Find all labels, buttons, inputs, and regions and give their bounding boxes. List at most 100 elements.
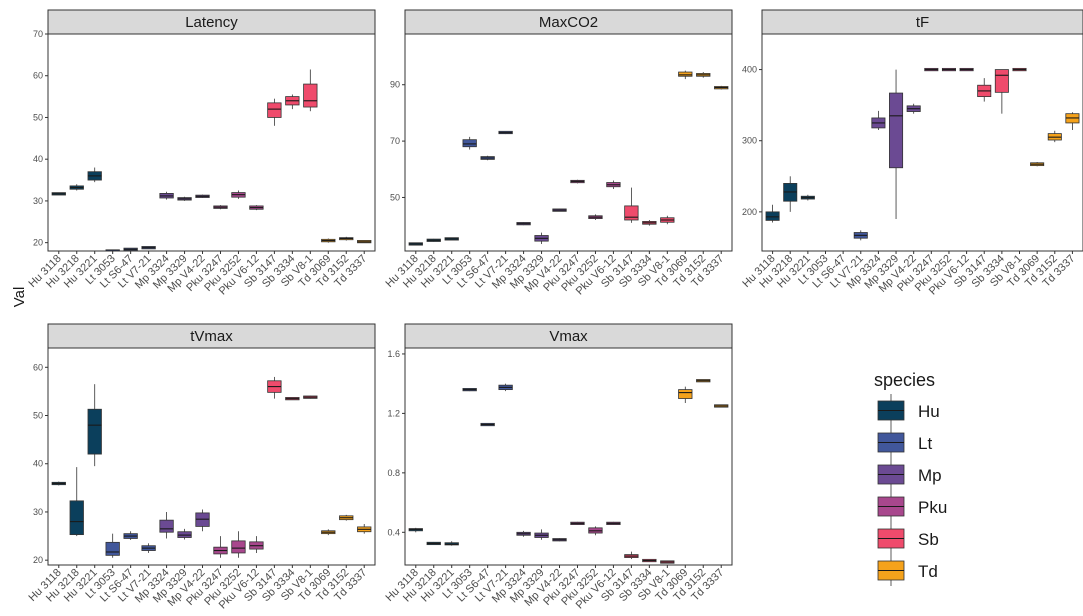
y-tick-label: 1.6 [387,349,400,359]
box-mp-v4-22 [195,509,210,532]
box-mp-3329 [177,196,192,201]
box-sb-3334 [994,69,1009,114]
box-td-3337 [1065,112,1080,131]
box-td-3069 [1030,162,1045,167]
box-pku-v6-12 [959,67,974,72]
facet-strip [404,9,733,35]
box-hu-3221 [87,384,102,467]
box-sb-v8-1 [1012,67,1027,72]
panel-plot-area [408,70,729,246]
box-sb-3147 [267,376,282,399]
box-mp-3329 [534,529,549,540]
box-hu-3118 [51,481,66,486]
y-tick-label: 1.2 [387,408,400,418]
box-lt-s6-47 [480,155,495,161]
box-pku-3252 [588,526,603,536]
box-iqr [678,71,693,77]
box-mp-v4-22 [906,103,921,114]
box-td-3337 [357,524,372,534]
box-iqr [889,92,904,169]
box-pku-3252 [231,531,246,558]
box-hu-3118 [51,192,66,196]
box-hu-3218 [426,541,441,546]
legend-label: Sb [918,530,939,549]
y-tick-label: 30 [33,196,43,206]
box-pku-3247 [924,67,939,72]
box-pku-3252 [231,190,246,199]
box-sb-3147 [624,187,639,223]
facet-strip [47,9,376,35]
legend-label: Td [918,562,938,581]
box-mp-3324 [159,191,174,200]
y-tick-label: 50 [390,192,400,202]
facet-title: tVmax [190,328,233,345]
box-pku-3247 [570,179,585,184]
legend-entry-pku: Pku [877,490,947,522]
box-hu-3118 [408,527,423,533]
box-sb-3147 [267,98,282,126]
box-lt-s6-47 [123,531,138,540]
y-tick-label: 30 [33,507,43,517]
box-lt-3053 [462,136,477,150]
box-lt-v7-21 [498,130,513,135]
box-lt-3053 [105,533,120,558]
box-pku-3252 [588,214,603,220]
facet-strip [761,9,1083,35]
box-td-3069 [678,386,693,403]
box-td-3152 [696,72,711,78]
box-pku-v6-12 [606,180,621,189]
panel-border [47,33,376,252]
legend-entry-hu: Hu [877,394,940,426]
y-tick-label: 0.4 [387,527,400,537]
y-tick-label: 70 [33,29,43,39]
box-lt-v7-21 [141,543,156,553]
facet-strip [47,323,376,349]
box-iqr [105,249,120,251]
box-td-3069 [321,238,336,243]
box-lt-s6-47 [123,247,138,251]
facet-title: Vmax [549,328,588,345]
box-sb-3147 [624,551,639,560]
y-tick-label: 400 [742,65,757,75]
box-td-3069 [321,529,336,536]
box-mp-3324 [516,222,531,226]
facet-title: tF [916,14,929,31]
box-hu-3218 [69,467,84,537]
box-mp-3324 [516,530,531,537]
box-pku-v6-12 [249,536,264,553]
facet-strip [404,323,733,349]
box-sb-3334 [285,397,300,401]
box-td-3152 [1047,130,1062,143]
y-tick-label: 20 [33,238,43,248]
box-sb-v8-1 [303,395,318,399]
box-iqr [624,205,639,221]
legend-entry-lt: Lt [877,426,932,458]
box-pku-3247 [213,205,228,210]
legend-title: species [874,370,935,390]
box-mp-3324 [871,110,886,131]
box-sb-v8-1 [303,69,318,112]
box-td-3069 [678,70,693,80]
box-td-3337 [714,404,729,408]
box-lt-3053 [105,249,120,251]
box-mp-v4-22 [552,208,567,212]
box-hu-3221 [444,237,459,241]
box-lt-s6-47 [480,422,495,427]
legend-entry-mp: Mp [877,458,942,490]
box-iqr [267,102,282,118]
y-tick-label: 70 [390,136,400,146]
box-sb-3334 [642,558,657,563]
box-mp-3329 [177,528,192,540]
y-tick-label: 200 [742,207,757,217]
y-tick-label: 50 [33,112,43,122]
box-hu-3218 [783,176,798,212]
panel-plot-area [765,67,1080,241]
box-pku-3247 [570,521,585,525]
legend-entry-td: Td [877,554,938,586]
facet-title: Latency [185,14,238,31]
